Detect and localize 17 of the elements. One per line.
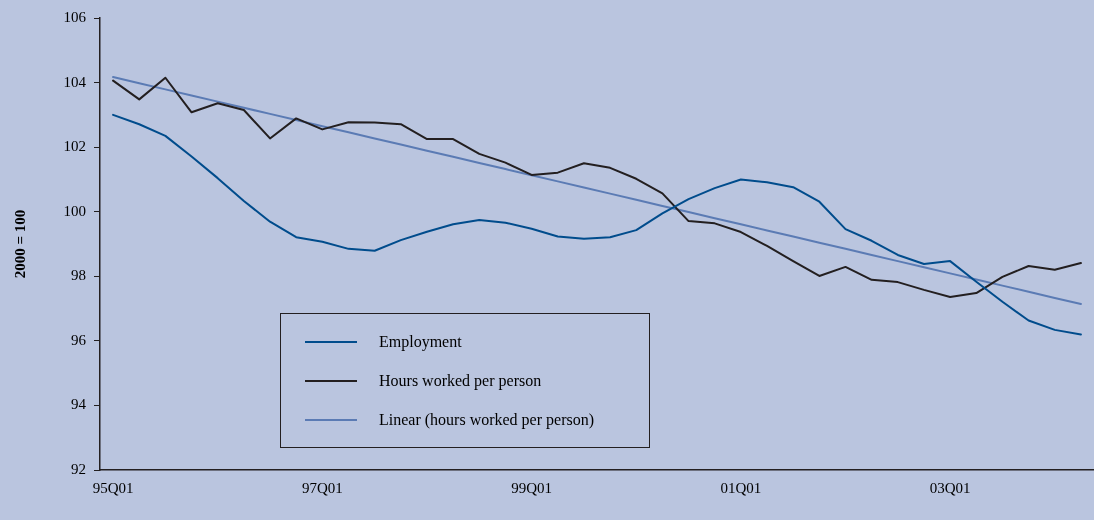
x-tick-label: 03Q01 [929, 479, 971, 496]
y-tick-label: 96 [71, 331, 87, 348]
y-tick-label: 100 [63, 202, 86, 219]
y-tick-label: 98 [71, 267, 86, 284]
legend-label: Hours worked per person [379, 371, 542, 390]
y-tick-label: 94 [71, 396, 87, 413]
legend-label: Linear (hours worked per person) [379, 410, 595, 429]
y-tick-label: 106 [63, 8, 87, 25]
y-axis-title: 2000 = 100 [11, 209, 28, 279]
x-tick-label: 99Q01 [511, 479, 553, 496]
y-tick-label: 92 [71, 460, 86, 477]
legend-label: Employment [379, 332, 462, 351]
y-tick-label: 102 [63, 138, 86, 155]
y-tick-label: 104 [63, 73, 87, 90]
x-tick-label: 01Q01 [720, 479, 762, 496]
x-tick-label: 97Q01 [301, 479, 343, 496]
x-tick-label: 95Q01 [92, 479, 134, 496]
